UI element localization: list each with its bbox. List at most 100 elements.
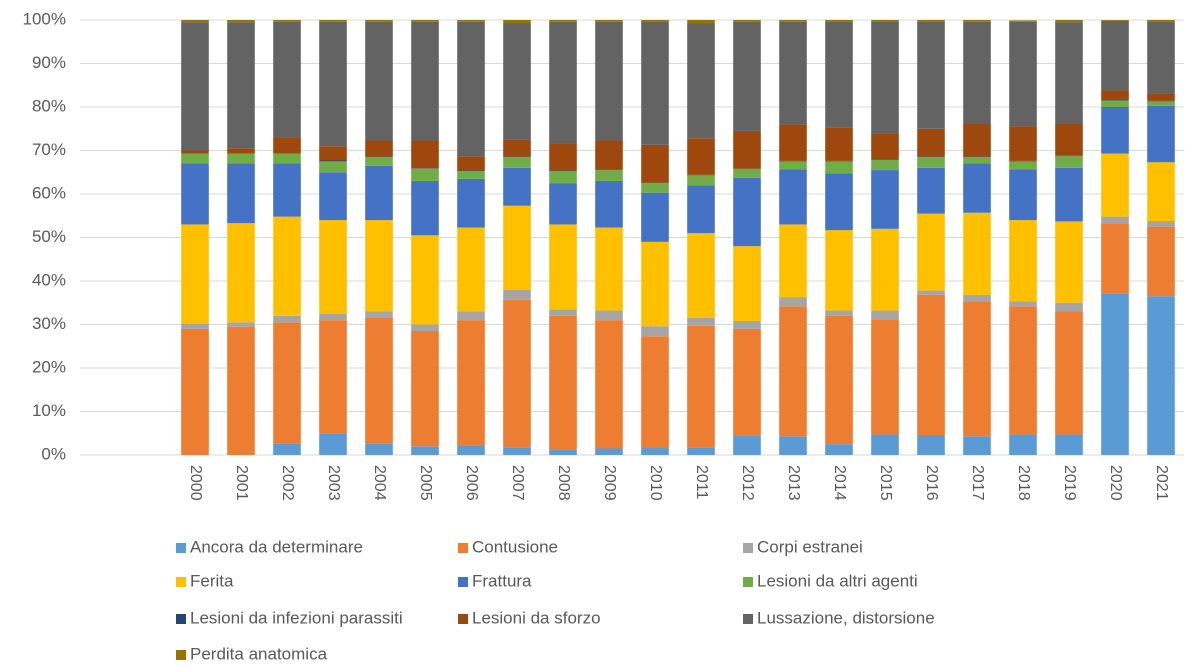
bar-segment (365, 20, 393, 22)
bar-segment (365, 220, 393, 312)
bar-segment (549, 183, 577, 225)
bar-segment (733, 435, 761, 455)
legend-swatch (743, 543, 753, 553)
bar-segment (411, 180, 439, 236)
bar-segment (181, 163, 209, 225)
legend-swatch (743, 577, 753, 587)
bar-segment (503, 139, 531, 157)
x-tick-label: 2007 (509, 465, 526, 501)
bar-segment (457, 445, 485, 455)
bar-segment (319, 146, 347, 161)
bar-segment (1147, 93, 1175, 101)
bar-segment (595, 320, 623, 449)
bar-segment (641, 192, 669, 242)
bar-segment (273, 153, 301, 164)
legend-label: Corpi estranei (757, 537, 863, 556)
bar-segment (319, 220, 347, 314)
bar-segment (457, 227, 485, 312)
bar-segment (1009, 434, 1037, 455)
legend-swatch (176, 543, 186, 553)
legend-label: Contusione (472, 537, 558, 556)
x-tick-label: 2021 (1153, 465, 1170, 501)
legend-label: Lesioni da infezioni parassiti (190, 608, 403, 627)
x-tick-label: 2019 (1061, 465, 1078, 501)
x-tick-label: 2011 (693, 465, 710, 500)
bar-segment (319, 20, 347, 22)
bar-segment (1009, 21, 1037, 127)
bar-segment (825, 20, 853, 22)
bar-segment (963, 21, 991, 124)
bar-segment (503, 167, 531, 206)
y-tick-label: 40% (32, 270, 66, 289)
legend-swatch (458, 614, 468, 624)
bar-segment (227, 148, 255, 154)
x-tick-label: 2004 (371, 465, 388, 501)
bar-segment (319, 433, 347, 455)
bar-segment (917, 167, 945, 214)
bar-segment (227, 20, 255, 23)
bar-segment (963, 294, 991, 302)
bar-segment (1009, 20, 1037, 22)
y-tick-label: 30% (32, 314, 66, 333)
bar-segment (1101, 293, 1129, 455)
bar-segment (411, 331, 439, 447)
legend-label: Ancora da determinare (190, 537, 363, 556)
bar-segment (687, 233, 715, 318)
bar-segment (1101, 20, 1129, 21)
bar-segment (181, 150, 209, 154)
bar-segment (917, 294, 945, 435)
bar-segment (1055, 221, 1083, 303)
x-tick-label: 2012 (739, 465, 756, 501)
legend-swatch (458, 577, 468, 587)
bar-segment (1147, 162, 1175, 221)
bar-segment (1009, 301, 1037, 307)
y-tick-label: 0% (41, 444, 66, 463)
bar-segment (1055, 20, 1083, 23)
bar-segment (825, 444, 853, 455)
legend-swatch (176, 614, 186, 624)
legend-swatch (743, 614, 753, 624)
bar-segment (181, 22, 209, 151)
x-tick-label: 2006 (463, 465, 480, 501)
bar-segment (1101, 90, 1129, 101)
bar-segment (641, 20, 669, 22)
bar-segment (549, 170, 577, 184)
legend-label: Frattura (472, 571, 532, 590)
bar-segment (595, 140, 623, 170)
bar-segment (365, 165, 393, 221)
x-tick-label: 2008 (555, 465, 572, 501)
bar-segment (963, 163, 991, 213)
bar-segment (595, 170, 623, 181)
bar-segment (917, 290, 945, 295)
bar-segment (963, 436, 991, 455)
bar-segment (687, 23, 715, 139)
bar-segment (871, 434, 899, 455)
bar-segment (365, 317, 393, 444)
bar-segment (319, 172, 347, 221)
bar-segment (779, 297, 807, 307)
bar-segment (1147, 296, 1175, 455)
x-tick-label: 2010 (647, 465, 664, 501)
bar-segment (181, 328, 209, 455)
bar-segment (687, 20, 715, 24)
bar-segment (641, 336, 669, 449)
bar-segment (273, 322, 301, 444)
x-tick-label: 2015 (877, 465, 894, 501)
bar-segment (319, 313, 347, 321)
bar-segment (687, 447, 715, 455)
bar-segment (1147, 21, 1175, 94)
bar-segment (1009, 220, 1037, 302)
bar-segment (825, 161, 853, 174)
bar-segment (871, 228, 899, 311)
x-tick-label: 2000 (187, 465, 204, 501)
bar-segment (779, 161, 807, 170)
bar-segment (779, 169, 807, 225)
bar-segment (273, 21, 301, 138)
bar-segment (1101, 153, 1129, 217)
bar-segment (917, 213, 945, 291)
bar-segment (1147, 101, 1175, 106)
bar-segment (733, 169, 761, 178)
bar-segment (1101, 223, 1129, 294)
bar-segment (733, 321, 761, 329)
